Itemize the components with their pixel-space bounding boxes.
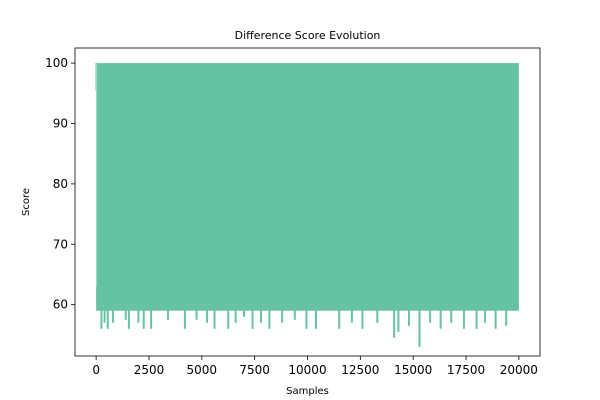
y-tick-label: 70	[53, 237, 68, 251]
x-tick-label: 12500	[341, 363, 379, 377]
y-tick-label: 90	[53, 116, 68, 130]
x-tick-label: 10000	[288, 363, 326, 377]
x-tick-label: 17500	[447, 363, 485, 377]
x-tick-label: 5000	[187, 363, 218, 377]
y-tick-label: 100	[45, 56, 68, 70]
y-tick-label: 60	[53, 298, 68, 312]
x-tick-label: 7500	[239, 363, 270, 377]
plot-area	[95, 63, 519, 347]
y-axis-title: Score	[21, 188, 32, 216]
x-axis-title: Samples	[286, 386, 329, 397]
series-band	[96, 63, 519, 311]
x-tick-label: 20000	[500, 363, 538, 377]
series-layer	[95, 63, 519, 347]
y-tick-label: 80	[53, 177, 68, 191]
x-tick-label: 0	[92, 363, 100, 377]
axes: 0 2500 5000 7500 10000 12500 15000 17500 20000 60…	[45, 47, 541, 377]
x-tick-label: 2500	[134, 363, 165, 377]
chart-title: Difference Score Evolution	[235, 29, 381, 42]
x-tick-label: 15000	[394, 363, 432, 377]
